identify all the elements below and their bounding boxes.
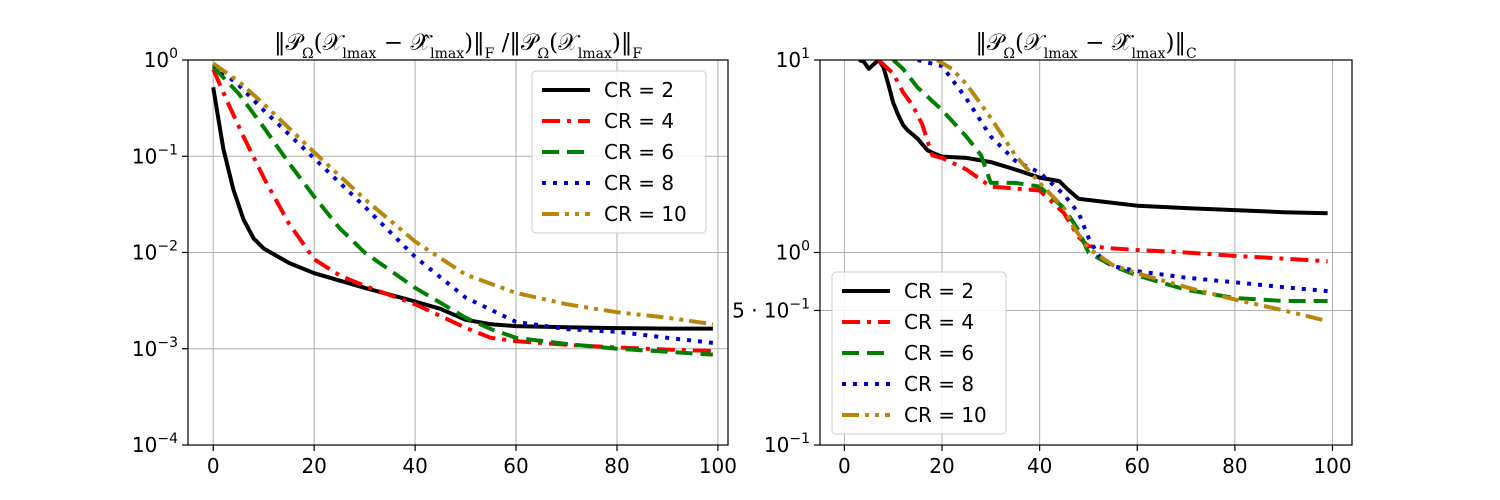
legend-label: CR = 2: [904, 279, 974, 303]
y-tick-label: 100: [144, 46, 178, 72]
chart-panel-2: 0 20 40 60 80 100 10−1 5 · 10−1 100 101 ‖𝒫Ω(𝒳lmax …: [732, 30, 1353, 478]
y-tick-label: 100: [776, 239, 810, 265]
series-line-cr-6: [211, 65, 714, 357]
series-group: [211, 61, 714, 357]
chart-title: ‖𝒫Ω(𝒳lmax − 𝒳̂lmax)‖F /‖𝒫Ω(𝒳lmax)‖F: [274, 30, 642, 62]
legend-label: CR = 8: [604, 171, 674, 195]
chart-title: ‖𝒫Ω(𝒳lmax − 𝒳̂lmax)‖C: [975, 30, 1196, 62]
legend-label: CR = 4: [604, 109, 674, 133]
series-line-cr-10: [212, 61, 714, 327]
x-tick-label: 60: [503, 454, 528, 478]
x-tick-label: 80: [604, 454, 629, 478]
x-tick-label: 60: [1125, 454, 1150, 478]
legend-label: CR = 6: [904, 341, 974, 365]
legend-label: CR = 10: [604, 202, 687, 226]
series-line-cr-10: [936, 60, 1329, 324]
y-tick-label: 10−1: [764, 431, 810, 457]
legend-label: CR = 6: [604, 140, 674, 164]
series-line-cr-4: [877, 60, 1328, 264]
y-tick-label: 10−2: [132, 239, 178, 265]
y-tick-label: 10−3: [132, 335, 178, 361]
y-tick-label: 10−1: [132, 142, 178, 168]
x-tick-label: 0: [838, 454, 851, 478]
chart-panel-1: 0 20 40 60 80 100 10−4 10−3 10−2 10−1 100 ‖𝒫Ω(𝒳lmax…: [132, 30, 737, 478]
legend-label: CR = 10: [904, 403, 987, 427]
x-tick-label: 0: [207, 454, 220, 478]
y-tick-label: 10−4: [132, 431, 178, 457]
series-group: [858, 60, 1329, 324]
x-tick-label: 20: [301, 454, 326, 478]
x-tick-label: 20: [929, 454, 954, 478]
y-tick-label: 101: [776, 46, 810, 72]
series-line-cr-8: [211, 62, 714, 345]
series-line-cr-8: [917, 60, 1328, 294]
x-tick-label: 100: [1313, 454, 1351, 478]
legend: CR = 2 CR = 4 CR = 6 CR = 8 CR = 10: [531, 70, 707, 234]
series-line-cr-2: [858, 60, 1328, 216]
y-tick-label: 5 · 10−1: [732, 296, 810, 322]
x-tick-label: 40: [402, 454, 427, 478]
legend-box: [831, 271, 1007, 435]
legend-label: CR = 2: [604, 78, 674, 102]
legend: CR = 2 CR = 4 CR = 6 CR = 8 CR = 10: [831, 271, 1007, 435]
x-tick-label: 80: [1222, 454, 1247, 478]
legend-label: CR = 8: [904, 372, 974, 396]
x-tick-label: 40: [1027, 454, 1052, 478]
legend-label: CR = 4: [904, 310, 974, 334]
x-tick-label: 100: [699, 454, 737, 478]
legend-box: [531, 70, 707, 234]
